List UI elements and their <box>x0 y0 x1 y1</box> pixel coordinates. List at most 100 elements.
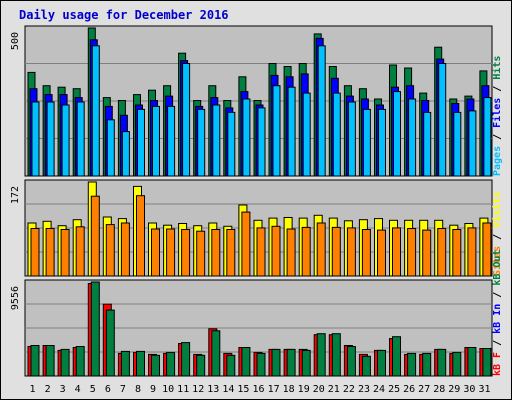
x-tick-label-19: 19 <box>298 384 310 395</box>
side-label-part: kB F <box>492 352 503 376</box>
bar-pages-day-28 <box>438 63 447 177</box>
bar-kb-out-day-28 <box>437 348 447 377</box>
bar-pages-day-7 <box>121 131 130 177</box>
bar-sites-day-11 <box>181 229 191 277</box>
y-max-label: 500 <box>10 32 21 50</box>
bar-pages-day-16 <box>257 107 266 177</box>
bar-kb-out-day-14 <box>226 354 236 377</box>
side-label-part: / <box>492 128 503 146</box>
bar-pages-day-5 <box>91 45 100 177</box>
bar-pages-day-11 <box>182 63 191 177</box>
bar-pages-day-8 <box>137 108 145 177</box>
bar-sites-day-27 <box>422 229 432 277</box>
bar-kb-out-day-29 <box>452 351 462 377</box>
x-tick-label-8: 8 <box>135 384 141 395</box>
bar-sites-day-21 <box>331 226 341 277</box>
bar-kb-out-day-31 <box>482 348 492 377</box>
bar-sites-day-28 <box>437 228 447 277</box>
bar-pages-day-31 <box>483 97 492 177</box>
bar-kb-out-day-11 <box>181 342 191 377</box>
bar-pages-day-3 <box>61 104 70 177</box>
bar-sites-day-23 <box>361 229 371 277</box>
x-tick-label-20: 20 <box>313 384 325 395</box>
y-max-label: 172 <box>10 186 21 204</box>
side-label-part: kB Out <box>492 250 503 286</box>
bar-sites-day-22 <box>346 227 356 277</box>
bar-pages-day-14 <box>227 111 236 177</box>
x-tick-label-1: 1 <box>29 384 35 395</box>
x-tick-label-31: 31 <box>478 384 490 395</box>
side-label-part: Sites <box>491 246 503 276</box>
bar-pages-day-4 <box>76 101 85 177</box>
x-tick-label-29: 29 <box>448 384 460 395</box>
side-label-part: Files <box>491 98 503 128</box>
bar-pages-day-2 <box>46 101 55 177</box>
bar-pages-day-15 <box>242 98 251 177</box>
x-tick-label-17: 17 <box>268 384 280 395</box>
bar-kb-out-day-5 <box>90 281 100 377</box>
x-tick-label-14: 14 <box>222 384 234 395</box>
x-tick-label-30: 30 <box>463 384 475 395</box>
bar-sites-day-9 <box>151 228 160 277</box>
side-label-part: Visits <box>491 192 503 228</box>
bar-sites-day-4 <box>75 226 85 277</box>
x-tick-label-3: 3 <box>60 384 66 395</box>
bar-kb-out-day-7 <box>120 350 130 377</box>
bar-pages-day-26 <box>408 98 417 177</box>
x-tick-label-15: 15 <box>237 384 249 395</box>
bar-kb-out-day-22 <box>346 346 356 377</box>
bar-sites-day-5 <box>90 195 100 277</box>
bar-pages-day-1 <box>31 101 40 177</box>
bar-pages-day-10 <box>167 105 176 177</box>
bar-kb-out-day-30 <box>467 347 477 377</box>
side-label-middle: Sites / Visits <box>491 192 503 276</box>
x-tick-label-26: 26 <box>403 384 415 395</box>
bar-kb-out-day-9 <box>151 354 160 377</box>
bar-sites-day-18 <box>286 228 296 277</box>
x-tick-label-5: 5 <box>90 384 96 395</box>
bar-sites-day-17 <box>271 225 281 277</box>
bar-sites-day-2 <box>45 228 55 277</box>
bar-pages-day-20 <box>317 45 326 177</box>
y-max-label: 9556 <box>10 286 21 310</box>
x-tick-label-27: 27 <box>418 384 430 395</box>
x-tick-label-4: 4 <box>75 384 81 395</box>
bar-sites-day-10 <box>166 228 176 277</box>
x-tick-label-12: 12 <box>192 384 204 395</box>
bar-sites-day-12 <box>196 230 206 277</box>
bar-sites-day-8 <box>136 195 145 277</box>
bar-kb-out-day-4 <box>75 346 85 377</box>
bar-kb-out-day-24 <box>377 349 386 377</box>
bar-sites-day-14 <box>226 229 236 277</box>
x-tick-label-11: 11 <box>177 384 189 395</box>
bar-sites-day-6 <box>105 224 115 277</box>
x-tick-label-23: 23 <box>358 384 370 395</box>
bar-sites-day-19 <box>301 226 311 277</box>
bar-pages-day-29 <box>453 111 462 177</box>
x-tick-label-28: 28 <box>433 384 445 395</box>
side-label-part: Pages <box>492 146 503 176</box>
bar-pages-day-25 <box>393 91 401 177</box>
x-tick-label-10: 10 <box>162 384 174 395</box>
chart-title: Daily usage for December 2016 <box>19 8 229 22</box>
side-label-top: Pages / Files / Hits <box>491 56 503 176</box>
bar-kb-out-day-16 <box>256 352 266 377</box>
bar-sites-day-15 <box>241 211 251 277</box>
bar-kb-out-day-1 <box>30 345 40 377</box>
side-label-part: Hits <box>491 56 503 80</box>
bar-pages-day-19 <box>302 92 311 177</box>
bar-sites-day-30 <box>467 227 477 277</box>
bar-sites-day-7 <box>120 222 130 277</box>
bar-kb-out-day-3 <box>60 348 70 377</box>
bar-kb-out-day-8 <box>136 350 145 377</box>
x-tick-label-24: 24 <box>373 384 385 395</box>
bar-pages-day-21 <box>332 92 341 177</box>
bar-sites-day-24 <box>377 229 386 277</box>
bar-pages-day-13 <box>212 104 221 177</box>
bar-kb-out-day-19 <box>301 349 311 377</box>
side-label-bottom: kB F / kB In / kB Out <box>492 250 503 376</box>
bar-sites-day-13 <box>211 229 221 277</box>
side-label-part: / <box>492 80 503 98</box>
bar-sites-day-29 <box>452 229 462 277</box>
